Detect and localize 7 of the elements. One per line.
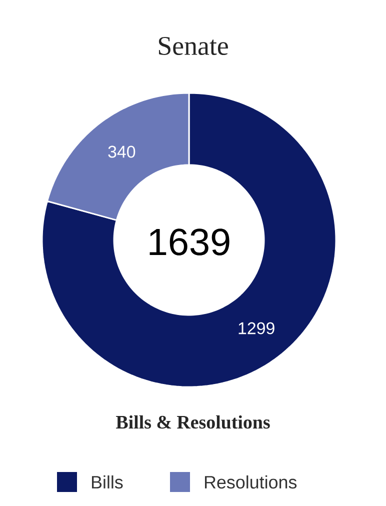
text: Bills & Resolutions	[116, 415, 270, 429]
data-label: 340	[108, 146, 136, 158]
legend-label: Resolutions	[204, 475, 297, 489]
legend-label: Bills	[92, 475, 123, 489]
text: 1639	[150, 228, 230, 256]
chart-title: Senate	[158, 36, 228, 56]
data-label: 1299	[238, 322, 274, 334]
